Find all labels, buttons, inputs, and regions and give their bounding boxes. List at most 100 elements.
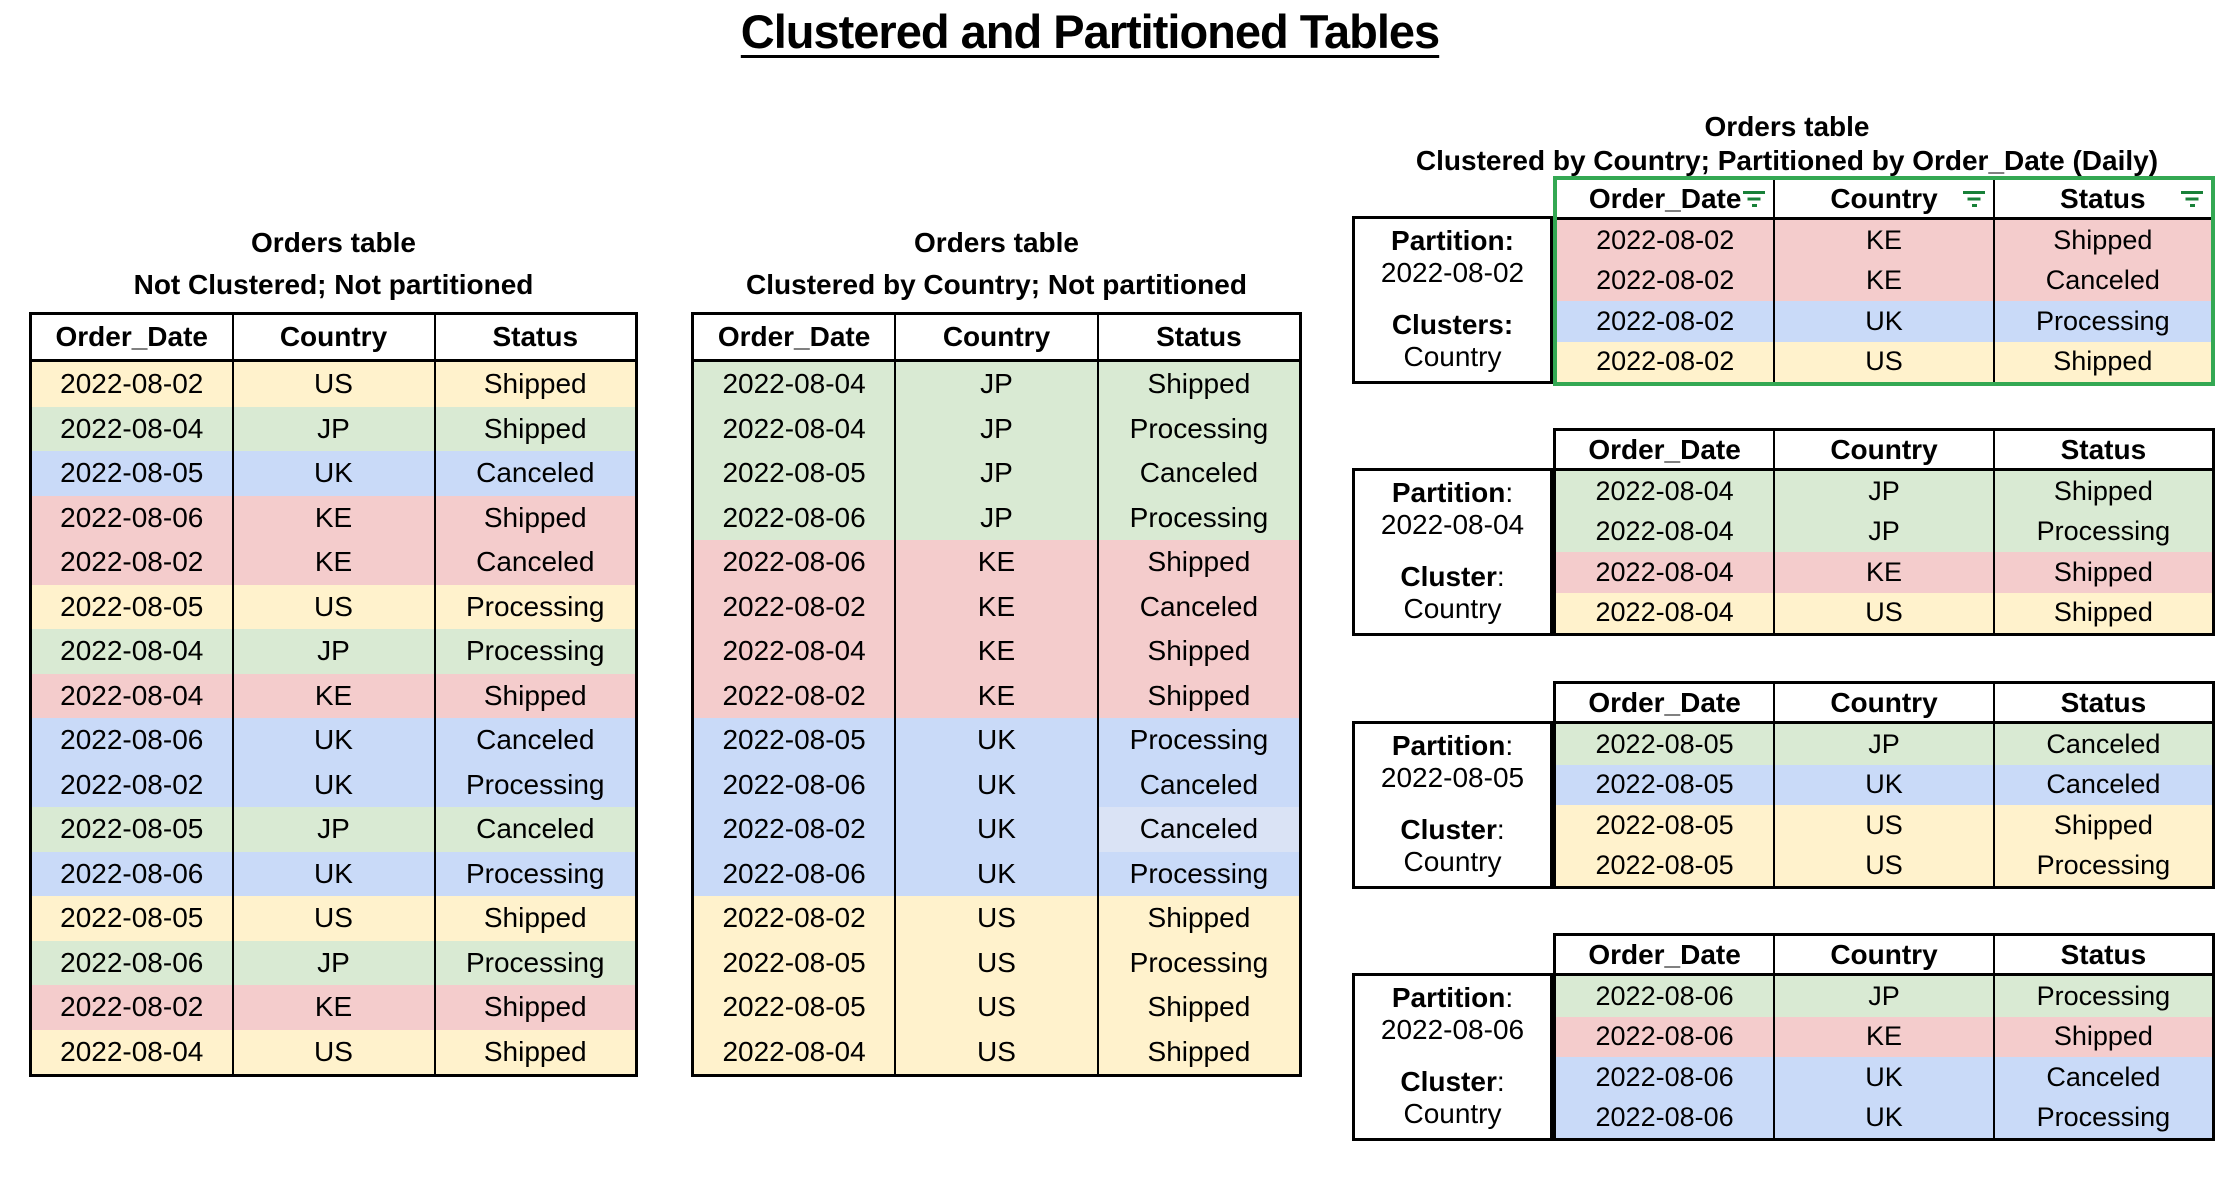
cell-status: Canceled xyxy=(1992,764,2214,805)
cell-order-date: 2022-08-02 xyxy=(1555,260,1775,301)
cell-country: KE xyxy=(1773,1016,1994,1057)
cell-status: Shipped xyxy=(1992,469,2214,512)
column-header-order-date: Order_Date xyxy=(1555,178,1775,220)
cell-order-date: 2022-08-06 xyxy=(692,495,896,540)
orders-table-clustered: Order_Date Country Status 2022-08-04 JP Sh… xyxy=(691,312,1302,1077)
cell-status: Shipped xyxy=(433,985,637,1030)
cell-order-date: 2022-08-02 xyxy=(30,540,233,585)
orders-table-title: Orders table xyxy=(1704,111,1870,142)
cell-status: Processing xyxy=(433,940,637,985)
column-header-status: Status xyxy=(1096,313,1301,362)
cell-country: KE xyxy=(894,673,1098,718)
column-header-status: Status xyxy=(1992,178,2213,220)
partition-label-box: Partition: 2022-08-02 Clusters: Country xyxy=(1352,216,1553,384)
cell-order-date: 2022-08-05 xyxy=(1554,845,1775,888)
column-header-order-date: Order_Date xyxy=(30,313,233,362)
cell-country: JP xyxy=(1773,469,1994,512)
header-row: Order_Date Country Status xyxy=(1555,178,2213,220)
column-header-order-date: Order_Date xyxy=(1554,682,1775,724)
table-row: 2022-08-04 US Shipped xyxy=(1554,592,2214,635)
cell-order-date: 2022-08-05 xyxy=(30,896,233,941)
cell-country: JP xyxy=(231,629,435,674)
column-header-country: Country xyxy=(231,313,435,362)
cell-order-date: 2022-08-05 xyxy=(692,985,896,1030)
partition-label: Partition: 2022-08-04 xyxy=(1355,477,1550,541)
cell-order-date: 2022-08-05 xyxy=(692,451,896,496)
table-row: 2022-08-05 US Shipped xyxy=(30,896,637,941)
cell-order-date: 2022-08-02 xyxy=(692,807,896,852)
cell-country: KE xyxy=(894,584,1098,629)
section-clustered: Orders table Clustered by Country; Not p… xyxy=(691,226,1302,1077)
table-row: 2022-08-04 KE Shipped xyxy=(1554,552,2214,593)
cell-country: JP xyxy=(1773,974,1994,1017)
table-body: 2022-08-05 JP Canceled 2022-08-05 UK Canceled… xyxy=(1554,722,2214,888)
cell-status: Shipped xyxy=(1096,629,1301,674)
cell-status: Processing xyxy=(1992,845,2214,888)
cell-order-date: 2022-08-04 xyxy=(692,406,896,451)
cell-country: US xyxy=(894,896,1098,941)
table-row: 2022-08-06 UK Processing xyxy=(1554,1097,2214,1140)
cell-status: Processing xyxy=(433,584,637,629)
partition-table-2022-08-04: Order_Date Country Status 2022-08-04 JP Sh… xyxy=(1553,428,2215,636)
partition-label-box: Partition: 2022-08-04 Cluster: Country xyxy=(1352,468,1553,636)
table-row: 2022-08-02 KE Canceled xyxy=(1555,260,2213,301)
cell-country: JP xyxy=(894,451,1098,496)
cell-country: UK xyxy=(894,807,1098,852)
cell-country: UK xyxy=(894,718,1098,763)
cell-status: Canceled xyxy=(1992,722,2214,765)
cell-status: Shipped xyxy=(1992,1016,2214,1057)
cell-order-date: 2022-08-06 xyxy=(692,762,896,807)
cell-country: US xyxy=(231,360,435,407)
cell-order-date: 2022-08-06 xyxy=(30,851,233,896)
cluster-label: Cluster: Country xyxy=(1355,561,1550,625)
table-row: 2022-08-05 JP Canceled xyxy=(1554,722,2214,765)
table-row: 2022-08-02 KE Canceled xyxy=(30,540,637,585)
table-row: 2022-08-02 US Shipped xyxy=(30,360,637,407)
cell-status: Processing xyxy=(433,851,637,896)
partition-block-2022-08-06: Partition: 2022-08-06 Cluster: Country O… xyxy=(1352,933,2215,1141)
table-body: 2022-08-04 JP Shipped 2022-08-04 JP Processin… xyxy=(1554,469,2214,635)
column-header-country: Country xyxy=(1773,178,1994,220)
cell-order-date: 2022-08-04 xyxy=(1554,592,1775,635)
cell-status: Shipped xyxy=(1096,985,1301,1030)
cell-order-date: 2022-08-02 xyxy=(30,762,233,807)
table-row: 2022-08-02 KE Shipped xyxy=(30,985,637,1030)
cell-country: US xyxy=(894,1029,1098,1076)
table-row: 2022-08-04 US Shipped xyxy=(692,1029,1301,1076)
cell-status: Processing xyxy=(1992,974,2214,1017)
cell-order-date: 2022-08-06 xyxy=(1554,1016,1775,1057)
partition-label-box: Partition: 2022-08-05 Cluster: Country xyxy=(1352,721,1553,889)
cluster-value: Country xyxy=(1403,846,1502,877)
cell-country: US xyxy=(1773,341,1994,384)
cell-order-date: 2022-08-04 xyxy=(1554,511,1775,552)
cluster-label: Clusters: Country xyxy=(1355,309,1550,373)
partition-block-2022-08-05: Partition: 2022-08-05 Cluster: Country O… xyxy=(1352,681,2215,889)
cell-status: Processing xyxy=(1096,495,1301,540)
cluster-word: Cluster xyxy=(1400,1066,1497,1097)
partition-value: 2022-08-04 xyxy=(1380,509,1525,540)
cell-order-date: 2022-08-05 xyxy=(1554,805,1775,846)
cell-status: Shipped xyxy=(1992,218,2213,261)
table-row: 2022-08-06 UK Canceled xyxy=(692,762,1301,807)
cell-country: US xyxy=(231,584,435,629)
cell-status: Shipped xyxy=(1096,1029,1301,1076)
cell-status: Canceled xyxy=(1096,584,1301,629)
partition-colon: : xyxy=(1505,477,1514,508)
cell-order-date: 2022-08-02 xyxy=(1555,301,1775,342)
table-row: 2022-08-06 UK Processing xyxy=(30,851,637,896)
cell-country: JP xyxy=(231,940,435,985)
table-row: 2022-08-05 UK Processing xyxy=(692,718,1301,763)
cell-order-date: 2022-08-04 xyxy=(1554,552,1775,593)
cell-country: UK xyxy=(231,851,435,896)
cell-country: KE xyxy=(1773,218,1994,261)
cell-country: UK xyxy=(231,718,435,763)
cell-country: JP xyxy=(231,406,435,451)
orders-table-subtitle: Clustered by Country; Not partitioned xyxy=(746,269,1247,300)
table-row: 2022-08-02 KE Shipped xyxy=(692,673,1301,718)
cell-order-date: 2022-08-02 xyxy=(1555,341,1775,384)
cell-status: Canceled xyxy=(1096,762,1301,807)
cell-country: UK xyxy=(1773,1097,1994,1140)
partition-colon: : xyxy=(1505,730,1514,761)
cell-country: UK xyxy=(894,851,1098,896)
